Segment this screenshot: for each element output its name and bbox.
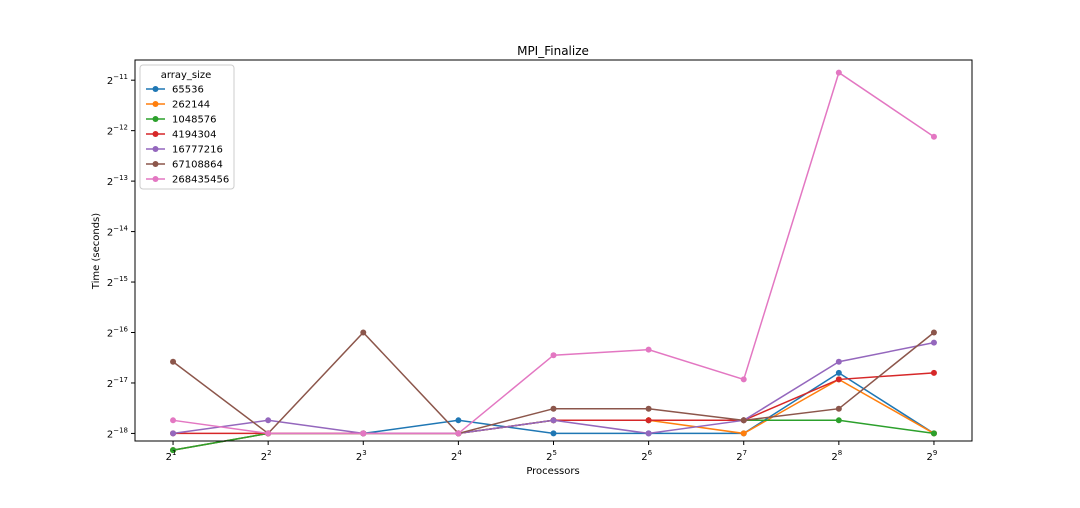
legend-swatch-marker: [152, 146, 159, 152]
data-point: [265, 430, 272, 437]
data-point: [550, 417, 557, 424]
data-point: [930, 133, 937, 140]
y-axis-label: Time (seconds): [91, 213, 102, 290]
data-point: [740, 417, 747, 424]
legend-label: 262144: [172, 100, 210, 111]
data-point: [930, 369, 937, 376]
series-line: [172, 71, 935, 435]
data-point: [835, 369, 842, 376]
legend-swatch-marker: [152, 101, 159, 107]
data-point: [930, 430, 937, 437]
legend-items: 65536 262144 1048576 4194304 16777216 6710886…: [146, 85, 229, 186]
data-point: [645, 430, 652, 437]
legend-label: 65536: [172, 85, 204, 96]
legend-title: array_size: [161, 70, 212, 81]
data-point: [645, 405, 652, 412]
data-point: [455, 430, 462, 437]
data-point: [835, 417, 842, 424]
x-tick-label: 25: [546, 449, 557, 463]
data-point: [645, 346, 652, 353]
data-point: [550, 430, 557, 437]
legend-swatch-marker: [152, 131, 159, 137]
data-point: [170, 358, 177, 365]
data-point: [740, 430, 747, 437]
data-point: [645, 417, 652, 424]
data-point: [740, 376, 747, 383]
series-line: [172, 378, 935, 451]
legend-swatch-marker: [152, 176, 159, 182]
x-tick-label: 21: [166, 449, 177, 463]
y-tick-label: 2−16: [107, 326, 129, 340]
data-point: [360, 329, 367, 336]
data-point: [265, 417, 272, 424]
legend-label: 16777216: [172, 145, 223, 156]
legend-swatch-marker: [152, 161, 159, 167]
x-tick-label: 28: [831, 449, 842, 463]
y-tick-label: 2−14: [107, 225, 129, 239]
data-point: [930, 339, 937, 346]
legend-label: 4194304: [172, 130, 217, 141]
y-tick-label: 2−12: [107, 124, 128, 138]
data-point: [550, 352, 557, 359]
data-point: [170, 417, 177, 424]
data-point: [835, 358, 842, 365]
legend-swatch-marker: [152, 116, 159, 122]
y-axis: 2−18 2−17 2−16 2−15 2−14 2−13 2−12 2−11: [107, 73, 135, 440]
data-point: [455, 417, 462, 424]
data-point: [170, 430, 177, 437]
data-point: [930, 329, 937, 336]
legend-label: 268435456: [172, 175, 229, 186]
x-axis: 21 22 23 24 25 26 27 28 29: [166, 441, 938, 463]
legend: array_size 65536 262144 1048576 4194304 1677…: [139, 64, 235, 190]
data-point: [360, 430, 367, 437]
legend-box: [139, 64, 235, 190]
x-tick-label: 24: [451, 449, 462, 463]
data-point: [550, 405, 557, 412]
legend-label: 67108864: [172, 160, 223, 171]
data-point: [835, 69, 842, 76]
series-line: [173, 372, 935, 435]
plot-marks: [170, 69, 937, 454]
x-tick-label: 22: [261, 449, 272, 463]
legend-swatch-marker: [152, 86, 159, 92]
data-point: [835, 405, 842, 412]
chart-title: MPI_Finalize: [517, 44, 589, 58]
y-tick-label: 2−11: [107, 73, 128, 87]
data-point: [835, 376, 842, 383]
data-point: [170, 447, 177, 454]
x-tick-label: 26: [641, 449, 652, 463]
y-tick-label: 2−18: [107, 426, 128, 440]
legend-label: 1048576: [172, 115, 217, 126]
x-tick-label: 23: [356, 449, 367, 463]
x-tick-label: 29: [927, 449, 938, 463]
y-tick-label: 2−17: [107, 376, 128, 390]
y-tick-label: 2−13: [107, 174, 128, 188]
y-tick-label: 2−15: [107, 275, 128, 289]
x-axis-label: Processors: [526, 466, 579, 477]
x-tick-label: 27: [736, 449, 747, 463]
